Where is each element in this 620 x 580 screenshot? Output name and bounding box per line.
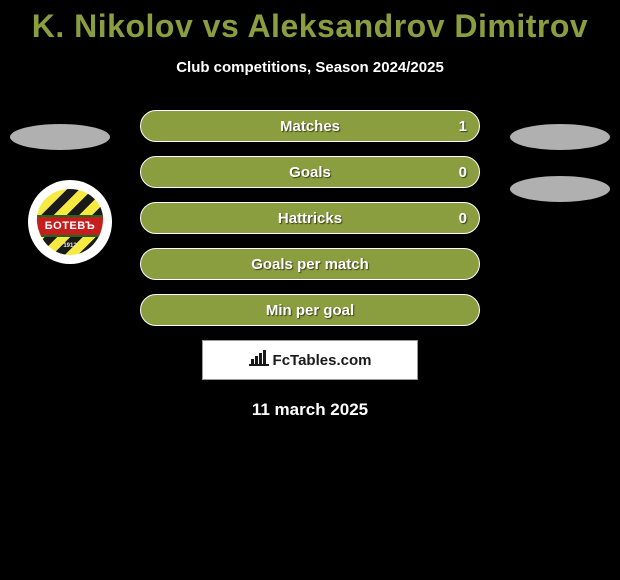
stat-right-value: 1 — [459, 118, 467, 135]
club-name-band: БОТЕВЪ — [37, 215, 103, 237]
date: 11 march 2025 — [0, 400, 620, 420]
stat-right-value: 0 — [459, 210, 467, 227]
chart-icon — [249, 349, 269, 372]
stat-label: Hattricks — [278, 210, 342, 227]
player-right-placeholder-2 — [510, 176, 610, 202]
source-badge-text: FcTables.com — [273, 352, 372, 369]
stat-row-matches: Matches 1 — [140, 110, 480, 142]
source-badge[interactable]: FcTables.com — [202, 340, 418, 380]
stat-label: Matches — [280, 118, 340, 135]
stat-label: Min per goal — [266, 302, 354, 319]
subtitle: Club competitions, Season 2024/2025 — [0, 59, 620, 76]
club-logo: БОТЕВЪ 1912 — [28, 180, 112, 264]
stat-label: Goals per match — [251, 256, 369, 273]
stat-row-goals: Goals 0 — [140, 156, 480, 188]
page-title: K. Nikolov vs Aleksandrov Dimitrov — [0, 0, 620, 45]
stat-right-value: 0 — [459, 164, 467, 181]
stat-label: Goals — [289, 164, 331, 181]
stat-row-goals-per-match: Goals per match — [140, 248, 480, 280]
player-right-placeholder-1 — [510, 124, 610, 150]
club-year: 1912 — [37, 243, 103, 249]
player-left-placeholder — [10, 124, 110, 150]
stats-container: Matches 1 Goals 0 Hattricks 0 Goals per … — [140, 110, 480, 326]
stat-row-hattricks: Hattricks 0 — [140, 202, 480, 234]
stat-row-min-per-goal: Min per goal — [140, 294, 480, 326]
